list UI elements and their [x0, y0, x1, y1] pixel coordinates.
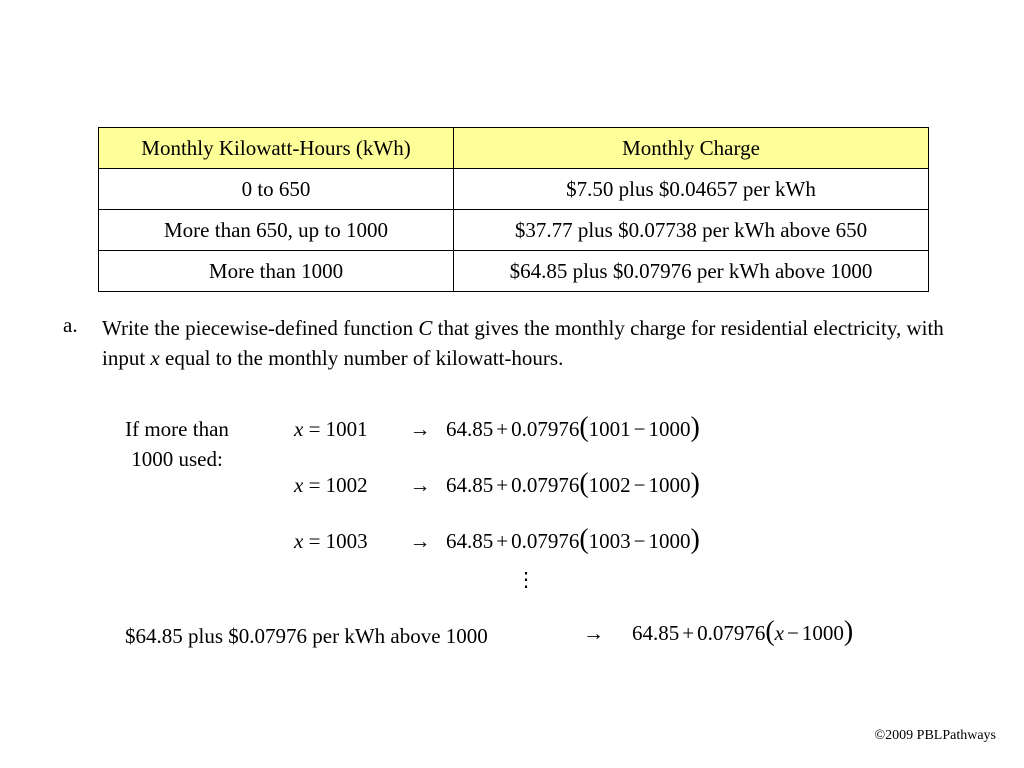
question-text: Write the piecewise-defined function C t…: [102, 313, 982, 373]
question-text-part: equal to the monthly number of kilowatt-…: [159, 346, 564, 370]
math-minus: −: [787, 620, 799, 645]
paren-close: ): [843, 616, 854, 647]
side-label-line: 1000 used:: [131, 447, 223, 471]
math-base: 64.85: [446, 528, 494, 553]
math-rate: 0.07976: [511, 416, 580, 441]
table-row: More than 650, up to 1000 $37.77 plus $0…: [98, 209, 929, 251]
math-lhs: x = 1001: [294, 417, 394, 442]
table-header-row: Monthly Kilowatt-Hours (kWh) Monthly Cha…: [98, 127, 929, 169]
math-var: x: [294, 472, 304, 497]
arrow-icon: →: [583, 621, 604, 645]
question-text-part: that gives the monthly charge for reside…: [102, 316, 944, 370]
copyright-notice: ©2009 PBLPathways: [874, 728, 996, 743]
math-plus: +: [496, 472, 509, 497]
math-row: x = 1002 → 64.85 +0.07976(1002−1000): [294, 468, 700, 502]
paren-close: ): [690, 468, 700, 499]
arrow-icon: →: [409, 416, 431, 441]
rate-table: Monthly Kilowatt-Hours (kWh) Monthly Cha…: [98, 127, 929, 292]
math-plus: +: [496, 528, 509, 553]
side-label: If more than 1000 used:: [108, 414, 246, 474]
paren-open: (: [579, 412, 589, 443]
question-text-part: Write the piecewise-defined function: [102, 316, 419, 340]
paren-open: (: [579, 524, 589, 555]
cell-charge: $7.50 plus $0.04657 per kWh: [453, 168, 929, 210]
final-label: $64.85 plus $0.07976 per kWh above 1000: [125, 624, 488, 648]
math-threshold: 1000: [801, 620, 844, 645]
arrow-icon: →: [409, 472, 431, 497]
header-charge: Monthly Charge: [453, 127, 929, 169]
math-x-value: 1003: [325, 528, 368, 553]
math-x-value: 1003: [588, 528, 631, 553]
math-equals: =: [308, 416, 321, 441]
math-lhs: x = 1002: [294, 473, 394, 498]
math-minus: −: [633, 528, 646, 553]
math-rate: 0.07976: [511, 528, 580, 553]
math-rate: 0.07976: [511, 472, 580, 497]
math-x-value: 1002: [588, 472, 631, 497]
math-plus: +: [496, 416, 509, 441]
math-base: 64.85: [632, 620, 680, 645]
table-row: 0 to 650 $7.50 plus $0.04657 per kWh: [98, 168, 929, 210]
header-kwh: Monthly Kilowatt-Hours (kWh): [98, 127, 454, 169]
math-base: 64.85: [446, 416, 494, 441]
paren-close: ): [690, 412, 700, 443]
math-var: x: [774, 620, 784, 645]
cell-charge: $64.85 plus $0.07976 per kWh above 1000: [453, 250, 929, 292]
question-letter: a.: [63, 313, 78, 337]
arrow-icon: →: [409, 528, 431, 553]
math-var: x: [294, 416, 304, 441]
cell-kwh: More than 650, up to 1000: [98, 209, 454, 251]
side-label-line: If more than: [125, 417, 229, 441]
math-equals: =: [308, 472, 321, 497]
math-row: x = 1003 → 64.85 +0.07976(1003−1000): [294, 524, 700, 558]
input-var: x: [150, 346, 160, 370]
paren-open: (: [579, 468, 589, 499]
vertical-ellipsis-icon: ⋮: [516, 569, 536, 591]
table-row: More than 1000 $64.85 plus $0.07976 per …: [98, 250, 929, 292]
math-plus: +: [682, 620, 695, 645]
math-x-value: 1001: [325, 416, 368, 441]
final-expression: 64.85 +0.07976(x −1000): [632, 616, 854, 647]
math-row: x = 1001 → 64.85 +0.07976(1001−1000): [294, 412, 700, 446]
function-var: C: [418, 316, 433, 340]
math-minus: −: [633, 416, 646, 441]
math-threshold: 1000: [648, 472, 691, 497]
math-threshold: 1000: [648, 416, 691, 441]
math-x-value: 1001: [588, 416, 631, 441]
math-lhs: x = 1003: [294, 529, 394, 554]
math-x-value: 1002: [325, 472, 368, 497]
cell-kwh: More than 1000: [98, 250, 454, 292]
paren-open: (: [765, 616, 775, 647]
cell-kwh: 0 to 650: [98, 168, 454, 210]
paren-close: ): [690, 524, 700, 555]
math-var: x: [294, 528, 304, 553]
math-equals: =: [308, 528, 321, 553]
math-threshold: 1000: [648, 528, 691, 553]
math-minus: −: [633, 472, 646, 497]
cell-charge: $37.77 plus $0.07738 per kWh above 650: [453, 209, 929, 251]
math-base: 64.85: [446, 472, 494, 497]
math-rate: 0.07976: [697, 620, 766, 645]
